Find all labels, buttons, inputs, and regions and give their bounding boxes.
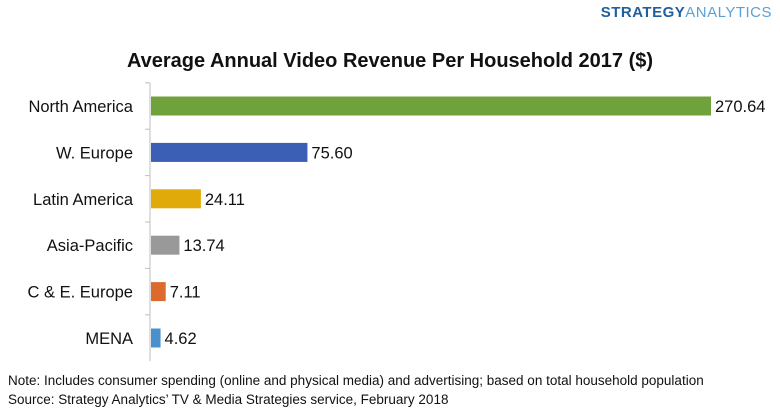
- data-label: 7.11: [170, 284, 201, 302]
- category-label: Asia-Pacific: [47, 237, 133, 255]
- chart-title: Average Annual Video Revenue Per Househo…: [126, 50, 654, 72]
- category-label: North America: [28, 98, 133, 116]
- data-label: 24.11: [205, 191, 245, 209]
- data-label: 4.62: [165, 330, 197, 348]
- brand-logo-part2: ANALYTICS: [685, 4, 772, 21]
- bar: [151, 282, 166, 302]
- note-text: Note: Includes consumer spending (online…: [8, 373, 704, 388]
- bar: [151, 142, 308, 162]
- source-text: Source: Strategy Analytics’ TV & Media S…: [8, 392, 449, 407]
- data-label: 75.60: [311, 144, 352, 162]
- category-label: C & E. Europe: [28, 284, 133, 302]
- data-label: 13.74: [183, 237, 224, 255]
- bar-chart: North America 270.64 W. Europe 75.60 Latin A…: [28, 82, 765, 362]
- chart-notes: Note: Includes consumer spending (online…: [8, 371, 704, 409]
- bar: [151, 235, 180, 255]
- bar: [151, 96, 711, 116]
- data-label: 270.64: [715, 98, 765, 116]
- category-label: W. Europe: [56, 144, 133, 162]
- category-label: Latin America: [33, 191, 134, 209]
- bar: [151, 189, 201, 209]
- bar: [151, 328, 161, 348]
- brand-logo: STRATEGYANALYTICS: [601, 4, 772, 21]
- brand-logo-part1: STRATEGY: [600, 4, 686, 21]
- category-label: MENA: [85, 330, 133, 348]
